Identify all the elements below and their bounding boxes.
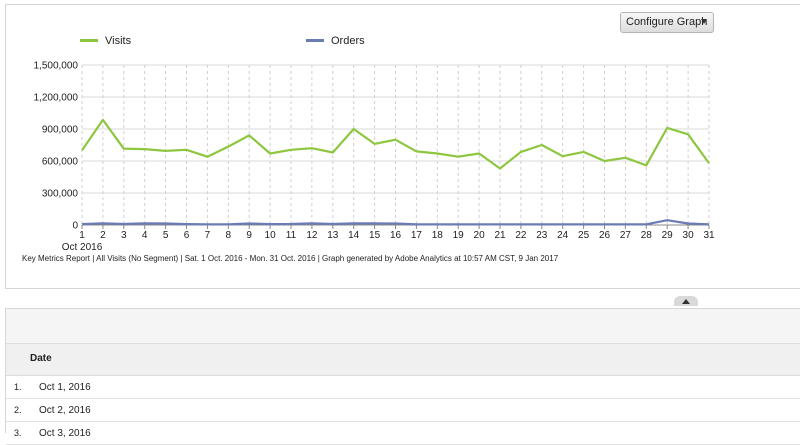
- caret-down-icon: [701, 19, 707, 24]
- graph-footnote: Key Metrics Report | All Visits (No Segm…: [22, 254, 559, 263]
- collapse-bar: [0, 296, 800, 308]
- y-tick-label: 600,000: [42, 157, 79, 168]
- x-tick-label: 20: [474, 230, 486, 241]
- table-header-row: Date: [6, 344, 800, 376]
- table-row[interactable]: 2. Oct 2, 2016: [6, 399, 800, 422]
- x-tick-label: 15: [369, 230, 381, 241]
- table-row[interactable]: 3. Oct 3, 2016: [6, 422, 800, 445]
- y-tick-label: 1,200,000: [34, 93, 79, 104]
- x-tick-label: 22: [515, 230, 527, 241]
- y-tick-label: 900,000: [42, 125, 79, 136]
- x-tick-label: 13: [327, 230, 339, 241]
- x-tick-sublabel: Oct 2016: [62, 242, 103, 253]
- x-tick-label: 28: [641, 230, 653, 241]
- data-table: Date 1. Oct 1, 2016 2. Oct 2, 2016 3. Oc…: [5, 308, 800, 445]
- series-line-visits: [81, 118, 710, 170]
- x-tick-label: 29: [662, 230, 674, 241]
- row-number: 1.: [14, 382, 22, 392]
- column-header-date[interactable]: Date: [30, 353, 52, 364]
- graph-panel: [5, 4, 800, 289]
- x-tick-label: 7: [205, 230, 211, 241]
- legend-item-visits: Visits: [80, 33, 131, 49]
- chevron-up-icon: [682, 299, 690, 304]
- x-tick-label: 8: [226, 230, 232, 241]
- x-tick-label: 4: [142, 230, 148, 241]
- row-date: Oct 3, 2016: [39, 428, 91, 439]
- x-tick-label: 25: [578, 230, 590, 241]
- x-tick-label: 11: [286, 230, 297, 241]
- collapse-graph-button[interactable]: [674, 296, 698, 306]
- x-tick-label: 14: [348, 230, 360, 241]
- table-row[interactable]: 1. Oct 1, 2016: [6, 376, 800, 399]
- x-tick-label: 2: [100, 230, 106, 241]
- legend-swatch-visits: [80, 38, 98, 42]
- x-tick-label: 30: [683, 230, 695, 241]
- x-tick-label: 24: [557, 230, 569, 241]
- x-tick-label: 16: [390, 230, 402, 241]
- y-tick-label: 300,000: [42, 189, 79, 200]
- x-tick-label: 1: [79, 230, 85, 241]
- x-tick-label: 9: [246, 230, 252, 241]
- x-tick-label: 17: [411, 230, 423, 241]
- legend-label-visits: Visits: [105, 35, 132, 47]
- legend-item-orders: Orders: [306, 33, 365, 49]
- series-line-orders: [81, 219, 710, 226]
- configure-graph-label: Configure Graph: [626, 16, 708, 28]
- x-tick-label: 12: [306, 230, 318, 241]
- y-tick-label: 1,500,000: [34, 61, 79, 72]
- row-date: Oct 1, 2016: [39, 382, 91, 393]
- row-date: Oct 2, 2016: [39, 405, 91, 416]
- x-tick-label: 5: [163, 230, 169, 241]
- table-toolbar: [6, 309, 800, 344]
- x-tick-label: 19: [453, 230, 465, 241]
- x-tick-label: 23: [536, 230, 548, 241]
- x-tick-label: 10: [265, 230, 277, 241]
- x-tick-label: 6: [184, 230, 190, 241]
- x-tick-label: 21: [494, 230, 506, 241]
- line-chart: 0 300,000 600,000 900,000 1,200,000 1,500,000…: [34, 61, 715, 254]
- x-tick-label: 31: [703, 230, 715, 241]
- x-tick-label: 18: [432, 230, 444, 241]
- legend-label-orders: Orders: [331, 35, 365, 47]
- legend-swatch-orders: [306, 38, 324, 42]
- x-tick-label: 3: [121, 230, 127, 241]
- x-tick-label: 27: [620, 230, 632, 241]
- x-tick-label: 26: [599, 230, 611, 241]
- row-number: 2.: [14, 405, 22, 415]
- y-tick-label: 0: [72, 221, 78, 232]
- row-number: 3.: [14, 428, 22, 438]
- configure-graph-button[interactable]: Configure Graph: [620, 12, 714, 33]
